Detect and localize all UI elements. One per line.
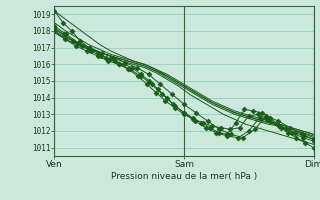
X-axis label: Pression niveau de la mer( hPa ): Pression niveau de la mer( hPa ) [111,172,257,181]
